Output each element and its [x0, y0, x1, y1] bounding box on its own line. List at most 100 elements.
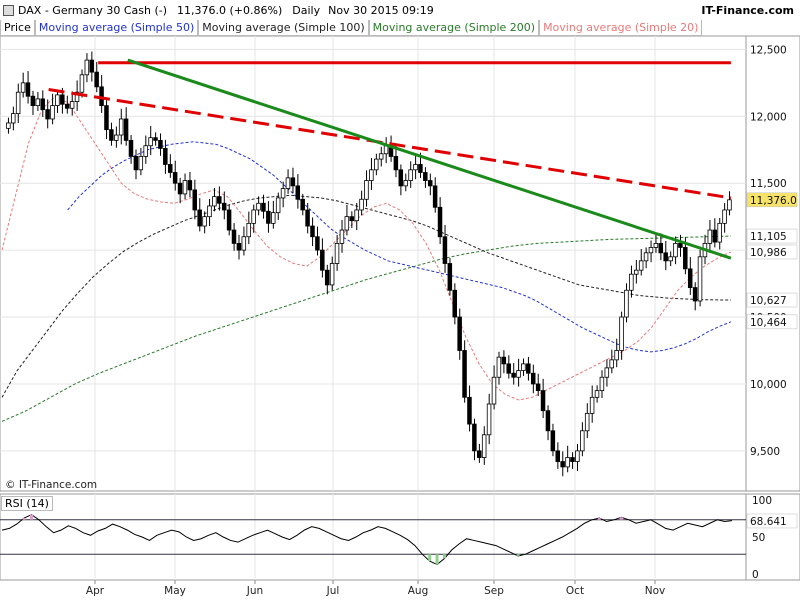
candle [692, 287, 698, 302]
candle [84, 59, 90, 76]
rsi-last-box [746, 513, 798, 529]
candle [310, 225, 315, 238]
candle [153, 137, 158, 141]
last-ma200-label: 11,105 [750, 231, 787, 243]
candle [11, 113, 16, 124]
candle [246, 222, 251, 238]
x-tick-label: Jul [326, 585, 340, 597]
legend-price[interactable]: Price [0, 20, 35, 36]
candle [50, 105, 55, 120]
last-ma200-label-box [746, 228, 798, 244]
candle [114, 134, 119, 141]
candle [217, 196, 222, 204]
candle [221, 202, 227, 211]
rsi-line [1, 514, 733, 566]
candle [167, 164, 173, 173]
instrument-icon [3, 4, 14, 16]
candle [45, 109, 50, 120]
candle [599, 376, 605, 392]
candle [305, 209, 310, 227]
candle [69, 101, 75, 109]
candle [722, 209, 727, 224]
candle [55, 94, 60, 106]
legend-ma200[interactable]: Moving average (Simple 200) [368, 20, 540, 36]
candle [633, 269, 639, 275]
candle [663, 252, 668, 262]
candle [398, 169, 404, 187]
brand-label: IT-Finance.com [701, 3, 794, 17]
last-ma20-label: 10,986 [750, 247, 787, 259]
candle [604, 367, 610, 378]
x-tick-label: Oct [566, 585, 584, 597]
legend-ma20[interactable]: Moving average (Simple 20) [539, 20, 703, 36]
candle [540, 390, 546, 412]
candle [241, 236, 247, 251]
candle [683, 247, 688, 270]
candle [148, 137, 153, 147]
candle [437, 206, 443, 238]
rsi-panel [0, 493, 747, 581]
candle [118, 118, 124, 136]
candle [236, 243, 242, 251]
candle [25, 82, 31, 97]
candle [364, 180, 369, 200]
candle [565, 457, 570, 468]
candle [629, 273, 634, 291]
candle [383, 145, 389, 155]
grid-lines [0, 36, 746, 491]
candle [158, 139, 163, 149]
candle [359, 198, 364, 211]
ma100-line [1, 194, 731, 398]
candle [427, 180, 433, 187]
instrument-title: DAX - Germany 30 Cash (-) [18, 3, 168, 17]
candle [290, 177, 296, 187]
candle [231, 229, 237, 244]
ma200-line [1, 235, 731, 422]
candle [555, 450, 561, 462]
x-tick-label: Nov [645, 585, 666, 597]
candle [584, 412, 590, 432]
candle [481, 434, 487, 458]
legend-ma50[interactable]: Moving average (Simple 50) [34, 20, 199, 36]
candle [678, 243, 683, 248]
candle [467, 396, 472, 425]
candle [643, 252, 649, 262]
candle [496, 356, 502, 378]
price-tick-label: 10,000 [750, 379, 787, 391]
rsi-last-label: 68.641 [750, 516, 787, 528]
last-ma20-label-box [746, 244, 798, 260]
candle [212, 196, 217, 207]
candle [354, 209, 359, 222]
candle [15, 91, 21, 115]
candle [40, 98, 45, 111]
candle [727, 199, 732, 211]
chart-header: DAX - Germany 30 Cash (-) 11,376.0 (+0.8… [0, 0, 800, 20]
price-axis-panel [745, 35, 800, 492]
candle [285, 177, 291, 189]
candle [506, 363, 511, 374]
candle [658, 243, 664, 254]
candle [432, 185, 438, 208]
x-tick-label: Jun [246, 585, 263, 597]
candle [423, 172, 428, 181]
candle [79, 74, 85, 93]
rsi-grid [0, 494, 746, 580]
candle [256, 202, 261, 211]
legend-ma100[interactable]: Moving average (Simple 100) [198, 20, 369, 36]
candle [192, 189, 198, 211]
quote-datetime: Nov 30 2015 09:19 [328, 3, 434, 17]
candle [570, 457, 575, 462]
candle [300, 198, 305, 211]
candle [594, 390, 600, 398]
rsi-axis-panel [745, 493, 800, 581]
last-price-label-box [746, 192, 798, 208]
rsi-axis: 100 50 0 68.641 [746, 495, 798, 581]
candle [624, 289, 629, 318]
candle [403, 180, 408, 187]
candle [334, 243, 340, 264]
quote-value: 11,376.0 (+0.86%) [177, 3, 283, 17]
candle [177, 182, 183, 195]
candle [535, 383, 541, 392]
price-panel [0, 35, 747, 492]
